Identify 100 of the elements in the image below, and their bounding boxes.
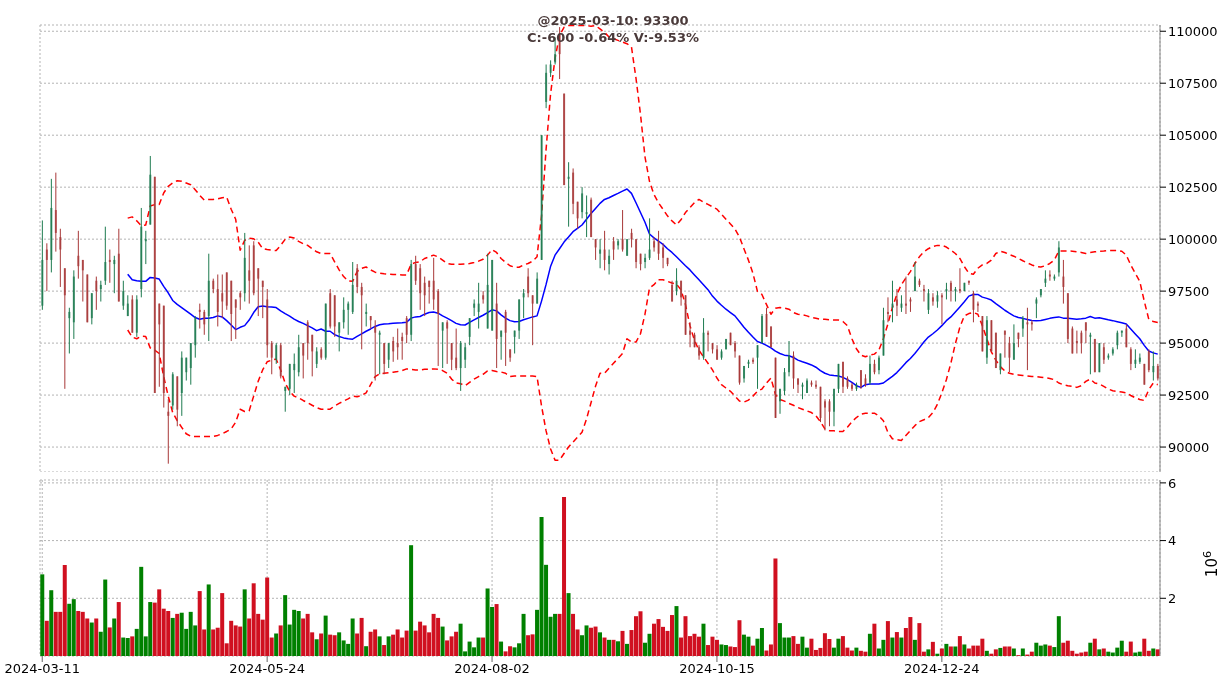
bar xyxy=(148,602,153,656)
bar xyxy=(611,639,616,656)
bar xyxy=(220,593,225,656)
candlestick xyxy=(396,328,399,361)
candlestick xyxy=(765,307,768,338)
candlestick xyxy=(752,357,755,365)
candlestick xyxy=(599,238,602,269)
candlestick xyxy=(675,267,678,296)
bar xyxy=(238,626,243,656)
bar xyxy=(719,644,724,656)
line-series xyxy=(126,25,1159,358)
x-tick-label: 2024-08-02 xyxy=(454,661,530,677)
bar xyxy=(723,645,728,656)
candlestick xyxy=(904,276,907,315)
bar xyxy=(840,636,845,656)
y-tick-label: 110000 xyxy=(1168,23,1218,39)
bar xyxy=(638,611,643,656)
bar xyxy=(499,641,504,656)
bar xyxy=(656,619,661,656)
candlestick xyxy=(522,288,525,319)
bar xyxy=(1083,651,1088,656)
bar xyxy=(858,650,863,656)
bar xyxy=(67,603,72,656)
bar xyxy=(669,615,674,656)
candlestick xyxy=(365,303,368,327)
candlestick xyxy=(621,209,624,253)
candlestick xyxy=(500,330,503,361)
candlestick xyxy=(360,282,363,350)
candlestick xyxy=(877,355,880,375)
candlestick xyxy=(1008,336,1011,373)
candlestick xyxy=(531,294,534,346)
bar xyxy=(319,633,324,656)
candlestick xyxy=(392,336,395,363)
chart-title: @2025-03-10: 93300 xyxy=(537,13,689,28)
bar xyxy=(741,634,746,656)
bar xyxy=(539,516,544,656)
candlestick xyxy=(976,301,979,313)
bar xyxy=(593,626,598,656)
candlestick xyxy=(972,290,975,323)
bar xyxy=(292,609,297,656)
bar xyxy=(948,646,953,656)
bar xyxy=(166,610,171,656)
bar xyxy=(175,613,180,656)
bar xyxy=(607,639,612,656)
candlestick xyxy=(437,288,440,367)
bar xyxy=(984,650,989,656)
bar xyxy=(89,622,94,656)
bar xyxy=(386,636,391,656)
candlestick xyxy=(306,319,309,361)
bar xyxy=(305,613,310,656)
y-tick-label: 2 xyxy=(1168,590,1177,606)
bar xyxy=(836,638,841,656)
bar xyxy=(1047,645,1052,656)
candlestick xyxy=(1003,330,1006,359)
bar xyxy=(1119,640,1124,656)
candlestick xyxy=(257,267,260,317)
candlestick xyxy=(576,201,579,230)
bar xyxy=(1088,642,1093,656)
candlestick xyxy=(455,328,458,371)
bar xyxy=(953,646,958,656)
candlestick xyxy=(1080,330,1083,354)
bar xyxy=(1007,646,1012,656)
candlestick xyxy=(216,273,219,327)
candlestick xyxy=(859,369,862,390)
candlestick xyxy=(734,340,737,359)
bar xyxy=(750,645,755,656)
bar xyxy=(1065,640,1070,656)
bar xyxy=(971,645,976,656)
bar xyxy=(616,641,621,656)
candlestick xyxy=(612,236,615,261)
bar xyxy=(71,599,76,656)
candlestick xyxy=(122,280,125,311)
candlestick xyxy=(414,255,417,286)
candlestick xyxy=(144,230,147,265)
bar xyxy=(449,636,454,656)
bar xyxy=(418,621,423,656)
candlestick xyxy=(1152,350,1155,382)
bar xyxy=(1002,646,1007,656)
candlestick xyxy=(221,273,224,319)
bar xyxy=(1106,651,1111,656)
candlestick xyxy=(644,253,647,269)
bar xyxy=(107,627,112,656)
bar xyxy=(625,643,630,656)
candlestick xyxy=(45,242,48,292)
candlestick xyxy=(270,340,273,375)
bar xyxy=(1056,616,1061,656)
candlestick xyxy=(387,342,390,369)
candlestick xyxy=(293,352,296,394)
bar xyxy=(409,545,414,656)
bar xyxy=(521,613,526,656)
bar xyxy=(197,591,202,656)
bar xyxy=(526,635,531,656)
candlestick xyxy=(468,317,471,346)
bar xyxy=(674,606,679,656)
candlestick xyxy=(850,382,853,392)
bar xyxy=(890,637,895,656)
bar xyxy=(103,579,108,656)
bar xyxy=(1092,638,1097,656)
bar xyxy=(467,641,472,656)
bar xyxy=(314,639,319,656)
